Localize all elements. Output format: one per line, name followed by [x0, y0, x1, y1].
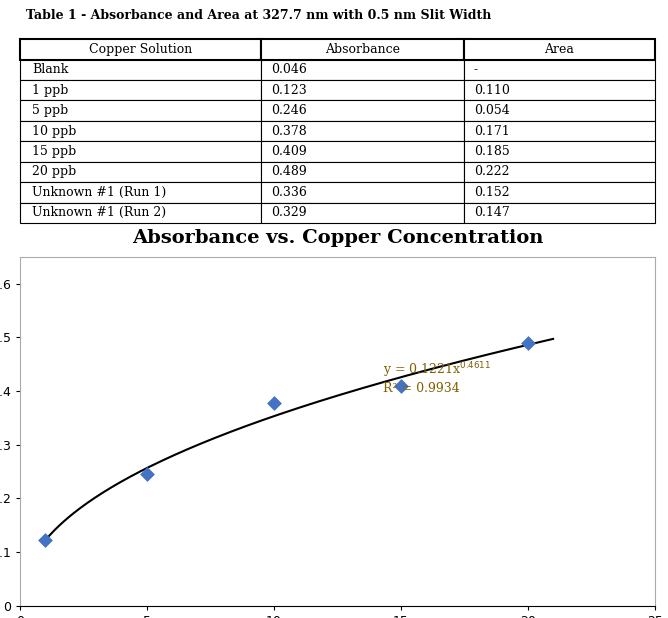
Title: Absorbance vs. Copper Concentration: Absorbance vs. Copper Concentration: [132, 229, 543, 247]
Point: [40, 535, 51, 544]
Point: [269, 398, 279, 408]
Text: Table 1 - Absorbance and Area at 327.7 nm with 0.5 nm Slit Width: Table 1 - Absorbance and Area at 327.7 n…: [27, 9, 492, 22]
Text: y = 0.1221x$^{0.4611}$
R² = 0.9934: y = 0.1221x$^{0.4611}$ R² = 0.9934: [383, 360, 491, 395]
Point: [142, 468, 152, 478]
Point: [522, 338, 533, 348]
Point: [395, 381, 406, 391]
